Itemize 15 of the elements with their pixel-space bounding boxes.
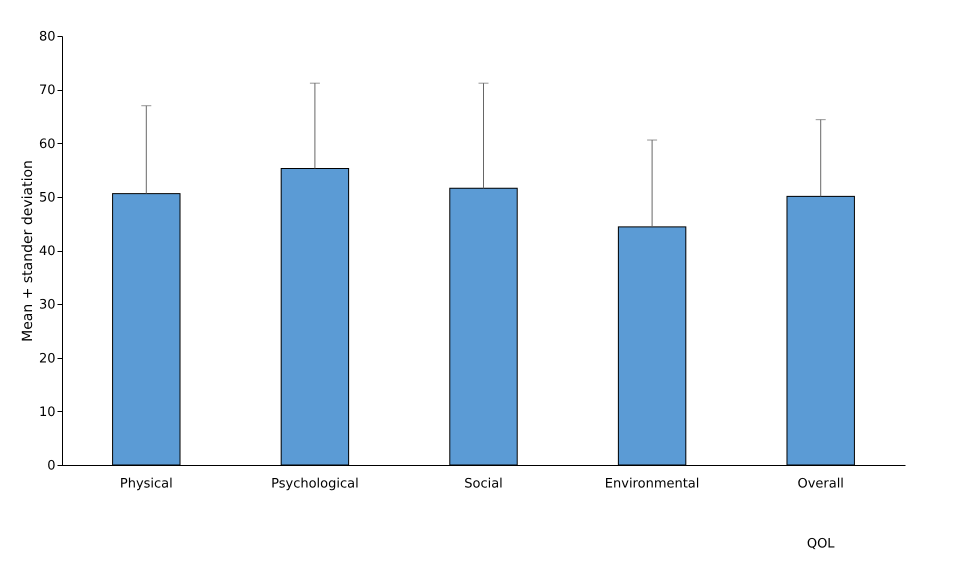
y-axis-title: Mean + stander deviation	[20, 160, 36, 342]
y-tick-label: 10	[38, 404, 56, 420]
x-tick-label: Psychological	[271, 476, 359, 492]
y-tick-label: 30	[38, 298, 56, 313]
x-tick-label: Environmental	[604, 476, 700, 492]
y-tick-label: 0	[47, 458, 56, 474]
y-tick-label: 20	[38, 351, 56, 366]
category-label: Overall QOL	[797, 476, 844, 552]
y-tick-label: 70	[38, 83, 56, 98]
x-tick-label: Physical	[120, 476, 173, 492]
y-tick-label: 60	[38, 136, 56, 152]
y-tick-label: 50	[38, 190, 56, 206]
x-tick-label: Social	[464, 476, 503, 492]
y-tick-label: 40	[38, 244, 56, 259]
y-tick-label: 80	[38, 30, 56, 44]
